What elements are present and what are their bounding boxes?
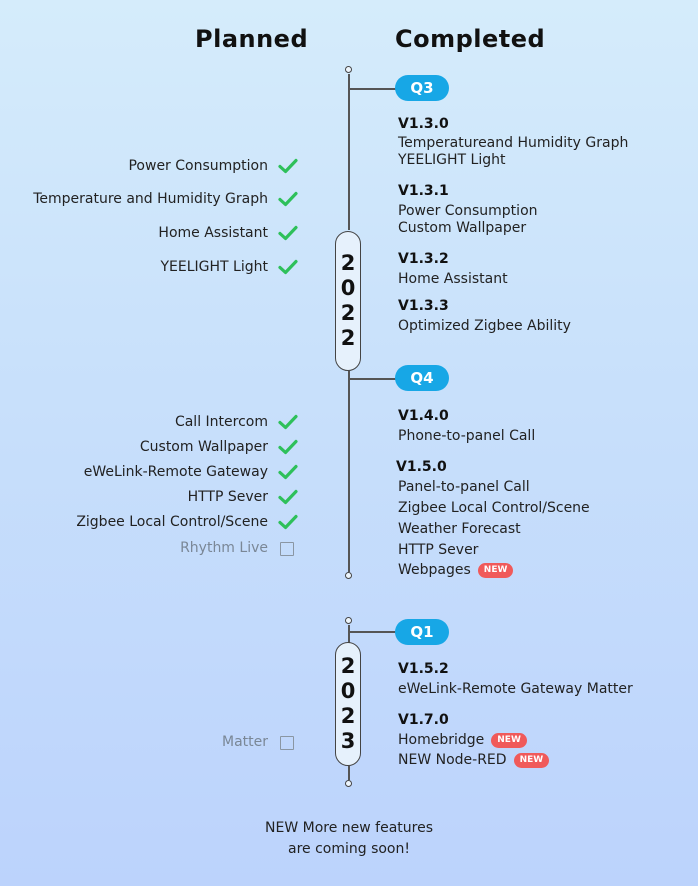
planned-feature-label: Custom Wallpaper: [139, 439, 268, 455]
new-badge: NEW: [477, 562, 514, 578]
feature-item: Home Assistant: [398, 271, 508, 287]
q4-connector: [349, 378, 399, 380]
version-label: V1.5.2: [398, 661, 449, 677]
empty-checkbox-icon: [280, 736, 294, 750]
feature-item: Phone-to-panel Call: [398, 428, 536, 444]
check-icon: [278, 225, 298, 241]
year-digit: 0: [340, 276, 356, 300]
new-badge: NEW: [491, 732, 527, 748]
check-icon: [278, 158, 298, 174]
q3-connector: [349, 88, 399, 90]
check-icon: [278, 464, 298, 480]
feature-text: Webpages: [398, 562, 471, 578]
version-label: V1.3.3: [398, 298, 449, 314]
year-pill-2022: 2 0 2 2: [335, 231, 361, 371]
feature-item: Custom Wallpaper: [398, 220, 527, 236]
year-digit: 0: [340, 679, 356, 703]
check-icon: [278, 414, 298, 430]
feature-item: HTTP Sever: [398, 542, 479, 558]
feature-item: Zigbee Local Control/Scene: [398, 500, 590, 516]
timeline-line: [348, 766, 350, 780]
year-digit: 2: [340, 251, 356, 275]
year-digit: 2: [340, 704, 356, 728]
empty-checkbox-icon: [280, 542, 294, 556]
feature-item: Webpages NEW: [398, 562, 514, 578]
feature-text: Homebridge: [398, 732, 485, 748]
planned-feature-label: HTTP Sever: [187, 489, 268, 505]
check-icon: [278, 191, 298, 207]
feature-item: Homebridge NEW: [398, 732, 527, 748]
new-badge: NEW: [513, 752, 550, 768]
planned-feature-label: Temperature and Humidity Graph: [33, 191, 268, 207]
feature-text: NEW Node-RED: [398, 752, 507, 768]
year-pill-2023: 2 0 2 3: [335, 642, 361, 766]
check-icon: [278, 514, 298, 530]
check-icon: [278, 489, 298, 505]
timeline-line: [348, 74, 350, 230]
feature-item: YEELIGHT Light: [398, 152, 506, 168]
year-digit: 2: [340, 654, 356, 678]
check-icon: [278, 259, 298, 275]
feature-item: Weather Forecast: [398, 521, 521, 537]
version-label: V1.3.1: [398, 183, 449, 199]
completed-header: Completed: [395, 25, 546, 53]
version-label: V1.3.0: [398, 116, 449, 132]
feature-item: Optimized Zigbee Ability: [398, 318, 571, 334]
timeline-start-dot: [345, 617, 352, 624]
feature-item: Temperatureand Humidity Graph: [398, 135, 629, 151]
planned-feature-label: Rhythm Live: [180, 540, 268, 556]
planned-feature-label: Call Intercom: [174, 414, 268, 430]
timeline-line: [348, 371, 350, 572]
planned-feature-label: eWeLink-Remote Gateway: [83, 464, 268, 480]
planned-header: Planned: [195, 25, 309, 53]
version-label: V1.7.0: [398, 712, 449, 728]
quarter-pill-q1: Q1: [395, 619, 449, 645]
planned-feature-label: Power Consumption: [128, 158, 268, 174]
footer-note: NEW More new features are coming soon!: [0, 818, 698, 860]
planned-feature-label: YEELIGHT Light: [160, 259, 269, 275]
quarter-pill-q4: Q4: [395, 365, 449, 391]
footer-line: are coming soon!: [287, 841, 410, 857]
timeline-end-dot: [345, 572, 352, 579]
timeline-end-dot: [345, 780, 352, 787]
version-label: V1.3.2: [398, 251, 449, 267]
feature-item: eWeLink-Remote Gateway Matter: [398, 681, 633, 697]
planned-feature-label: Zigbee Local Control/Scene: [76, 514, 268, 530]
footer-line: NEW More new features: [265, 820, 433, 836]
quarter-pill-q3: Q3: [395, 75, 449, 101]
check-icon: [278, 439, 298, 455]
version-label: V1.5.0: [396, 459, 447, 475]
year-digit: 2: [340, 301, 356, 325]
q1-connector: [349, 631, 399, 633]
planned-feature-label: Home Assistant: [158, 225, 268, 241]
year-digit: 3: [340, 729, 356, 753]
feature-item: Panel-to-panel Call: [398, 479, 530, 495]
timeline-line: [348, 625, 350, 643]
planned-feature-label: Matter: [221, 734, 268, 750]
year-digit: 2: [340, 326, 356, 350]
version-label: V1.4.0: [398, 408, 449, 424]
timeline-start-dot: [345, 66, 352, 73]
feature-item: Power Consumption: [398, 203, 538, 219]
feature-item: NEW Node-RED NEW: [398, 752, 550, 768]
